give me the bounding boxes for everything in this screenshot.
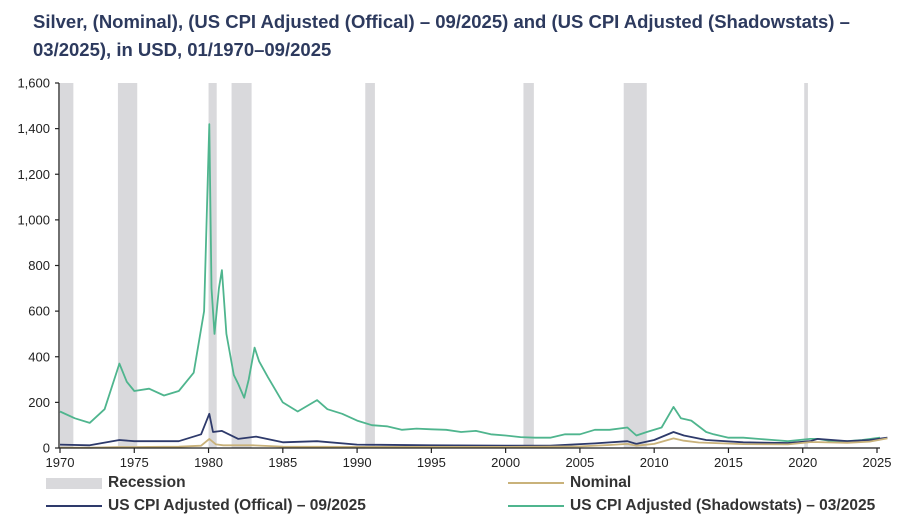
x-tick-label: 1970 [46, 455, 75, 470]
x-tick-label: 1975 [120, 455, 149, 470]
series-line-1 [59, 412, 888, 447]
recession-band [623, 83, 647, 448]
x-tick-label: 2020 [788, 455, 817, 470]
y-tick-label: 1,600 [17, 76, 50, 91]
recession-band [804, 83, 808, 448]
legend-item-shadowstats: US CPI Adjusted (Shadowstats) – 03/2025 [508, 497, 875, 515]
recession-band [231, 83, 252, 448]
x-tick-label: 2015 [714, 455, 743, 470]
y-tick-label: 1,000 [17, 212, 50, 227]
axes: 0 200 400 600 800 1,000 1,200 1,400 1,600 1970 197… [17, 76, 891, 471]
legend-swatch-official [46, 505, 102, 507]
series-line-2 [59, 123, 881, 443]
series-lines [59, 123, 888, 449]
y-tick-label: 600 [28, 304, 50, 319]
legend-label-official: US CPI Adjusted (Offical) – 09/2025 [108, 497, 366, 514]
y-tick-label: 400 [28, 349, 50, 364]
x-tick-label: 2025 [863, 455, 892, 470]
legend-item-recession: Recession [46, 474, 186, 492]
legend-swatch-recession [46, 477, 102, 489]
chart-title: Silver, (Nominal), (US CPI Adjusted (Off… [33, 11, 850, 60]
y-tick-label: 1,200 [17, 167, 50, 182]
x-tick-label: 2010 [640, 455, 669, 470]
recession-band [208, 83, 217, 448]
y-tick-label: 200 [28, 395, 50, 410]
legend-swatch-shadowstats [508, 505, 564, 507]
y-tick-label: 800 [28, 258, 50, 273]
recession-band [117, 83, 138, 448]
series-line-0 [59, 437, 888, 449]
y-tick-label: 1,400 [17, 121, 50, 136]
legend-label-nominal: Nominal [570, 474, 632, 491]
x-tick-label: 1985 [268, 455, 297, 470]
recession-band [523, 83, 534, 448]
x-tick-label: 2005 [565, 455, 594, 470]
x-tick-label: 2000 [491, 455, 520, 470]
legend-label-recession: Recession [108, 474, 186, 491]
legend-item-nominal: Nominal [508, 474, 631, 492]
legend-swatch-nominal [508, 482, 564, 484]
legend-item-official: US CPI Adjusted (Offical) – 09/2025 [46, 497, 366, 515]
legend-label-shadowstats: US CPI Adjusted (Shadowstats) – 03/2025 [570, 497, 876, 514]
recession-band [365, 83, 375, 448]
x-tick-label: 1980 [194, 455, 223, 470]
recession-bands [60, 83, 808, 448]
x-tick-label: 1990 [343, 455, 372, 470]
recession-band [60, 83, 74, 448]
x-tick-label: 1995 [417, 455, 446, 470]
y-tick-label: 0 [43, 441, 50, 456]
